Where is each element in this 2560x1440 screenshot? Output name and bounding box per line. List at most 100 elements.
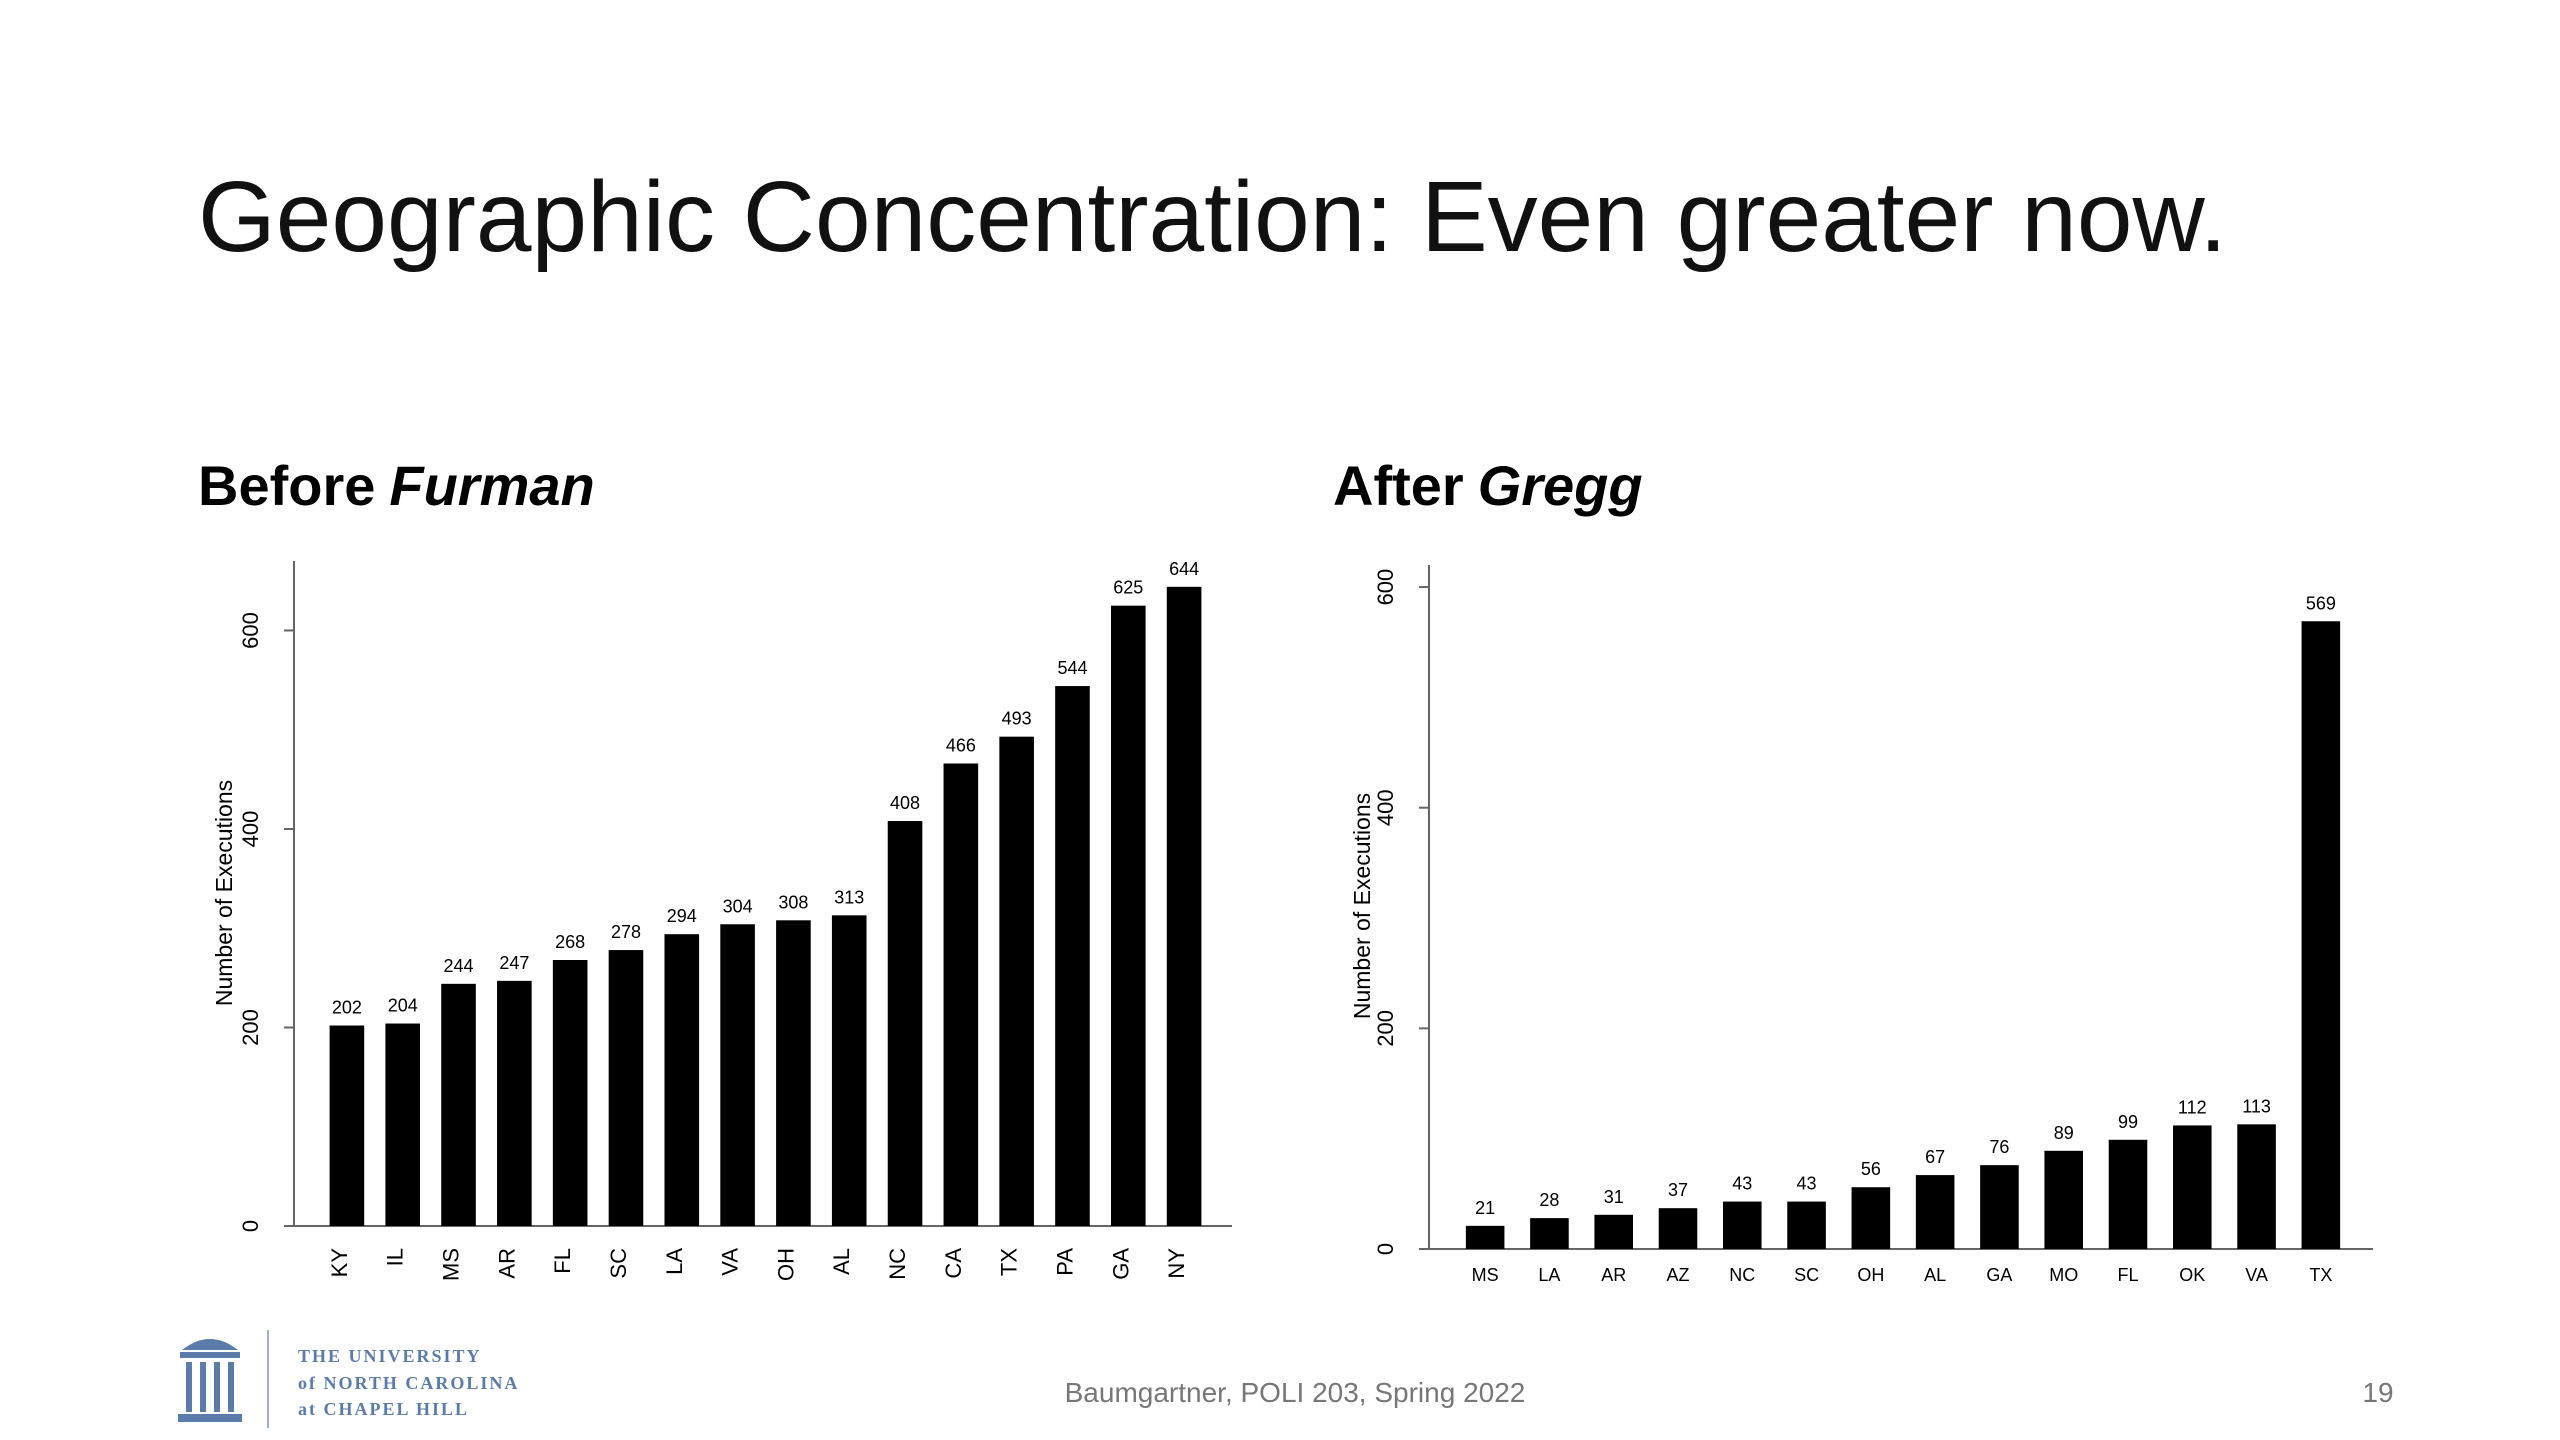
x-tick-label: SC <box>606 1248 631 1279</box>
bar <box>2108 1139 2148 1249</box>
value-label: 625 <box>1113 578 1143 598</box>
x-tick-label: GA <box>1986 1265 2012 1285</box>
value-label: 89 <box>2054 1123 2074 1143</box>
x-tick-label: LA <box>1538 1265 1560 1285</box>
y-tick-label: 400 <box>1373 789 1398 826</box>
value-label: 76 <box>1989 1137 2009 1157</box>
y-axis-label: Number of Executions <box>211 780 237 1006</box>
x-tick-label: SC <box>1794 1265 1819 1285</box>
bar <box>608 950 644 1226</box>
value-label: 28 <box>1539 1190 1559 1210</box>
bar <box>1980 1165 2019 1249</box>
value-label: 99 <box>2118 1112 2138 1132</box>
chart-title-part: Gregg <box>1478 454 1643 517</box>
x-tick-label: VA <box>718 1248 743 1276</box>
bar <box>1166 586 1202 1226</box>
logo-text: of NORTH CAROLINA <box>298 1373 519 1393</box>
bar <box>943 763 979 1226</box>
bar <box>2044 1150 2083 1249</box>
value-label: 112 <box>2178 1097 2207 1117</box>
value-label: 304 <box>723 896 753 916</box>
x-tick-label: KY <box>327 1248 352 1278</box>
x-tick-label: AR <box>494 1248 519 1279</box>
value-label: 244 <box>444 956 474 976</box>
value-label: 313 <box>834 887 864 907</box>
bar <box>1723 1201 1762 1249</box>
value-label: 308 <box>778 892 808 912</box>
logo-icon <box>178 1339 242 1422</box>
bar <box>329 1025 365 1226</box>
value-label: 43 <box>1797 1174 1817 1194</box>
value-label: 294 <box>667 906 697 926</box>
y-tick-label: 0 <box>1373 1243 1398 1255</box>
bar <box>887 821 923 1226</box>
x-tick-label: FL <box>2117 1265 2138 1285</box>
bar <box>2237 1124 2276 1249</box>
x-tick-label: OH <box>1857 1265 1884 1285</box>
x-tick-label: NC <box>1729 1265 1755 1285</box>
logo-text: at CHAPEL HILL <box>298 1399 469 1419</box>
bar <box>1530 1218 1569 1249</box>
slide-title: Geographic Concentration: Even greater n… <box>198 161 2227 273</box>
value-label: 204 <box>388 996 418 1016</box>
x-tick-label: FL <box>550 1248 575 1274</box>
bar <box>1465 1225 1505 1249</box>
y-axis-label: Number of Executions <box>1349 793 1375 1019</box>
x-tick-label: VA <box>2245 1265 2268 1285</box>
value-label: 278 <box>611 922 641 942</box>
value-label: 644 <box>1169 559 1199 579</box>
bar <box>831 915 867 1226</box>
x-tick-label: IL <box>383 1248 408 1266</box>
x-tick-label: TX <box>2309 1265 2332 1285</box>
value-label: 43 <box>1732 1174 1752 1194</box>
x-tick-label: AL <box>829 1248 854 1275</box>
y-tick-label: 200 <box>238 1009 263 1046</box>
value-label: 569 <box>2306 593 2336 613</box>
bar <box>1787 1201 1826 1249</box>
page-number: 19 <box>2362 1377 2393 1408</box>
bar <box>1915 1175 1955 1249</box>
value-label: 247 <box>499 953 529 973</box>
x-tick-label: MO <box>2049 1265 2078 1285</box>
x-tick-label: NC <box>885 1248 910 1280</box>
y-tick-label: 400 <box>238 811 263 848</box>
bar <box>999 736 1034 1226</box>
value-label: 31 <box>1604 1187 1624 1207</box>
bar <box>497 980 532 1226</box>
y-tick-label: 0 <box>238 1220 263 1232</box>
bar <box>552 960 588 1226</box>
x-tick-label: AR <box>1601 1265 1626 1285</box>
bar <box>1851 1187 1891 1249</box>
chart-title-part: After <box>1333 454 1464 517</box>
chart-title-part: Before <box>198 454 375 517</box>
chart-title: Before Furman <box>198 454 595 517</box>
x-tick-label: NY <box>1164 1248 1189 1279</box>
value-label: 268 <box>555 932 585 952</box>
bar <box>1594 1214 1633 1249</box>
x-tick-label: OH <box>773 1248 798 1281</box>
bar <box>720 924 755 1226</box>
value-label: 408 <box>890 793 920 813</box>
x-tick-label: MS <box>1472 1265 1499 1285</box>
footer: Baumgartner, POLI 203, Spring 2022 <box>1065 1377 1526 1408</box>
bar <box>2173 1125 2212 1249</box>
value-label: 544 <box>1057 658 1087 678</box>
y-tick-label: 600 <box>238 612 263 649</box>
x-tick-label: OK <box>2179 1265 2205 1285</box>
bar <box>441 983 476 1226</box>
value-label: 113 <box>2242 1096 2271 1116</box>
x-tick-label: LA <box>662 1248 687 1275</box>
x-tick-label: CA <box>941 1248 966 1279</box>
value-label: 466 <box>946 735 976 755</box>
bar <box>1055 686 1090 1226</box>
chart-title-part: Furman <box>389 454 594 517</box>
x-tick-label: AZ <box>1666 1265 1689 1285</box>
x-tick-label: GA <box>1108 1248 1133 1280</box>
bar <box>385 1023 421 1226</box>
y-tick-label: 600 <box>1373 569 1398 606</box>
value-label: 37 <box>1668 1180 1688 1200</box>
bar <box>1658 1208 1698 1249</box>
bar <box>664 934 700 1226</box>
x-tick-label: PA <box>1052 1248 1077 1276</box>
